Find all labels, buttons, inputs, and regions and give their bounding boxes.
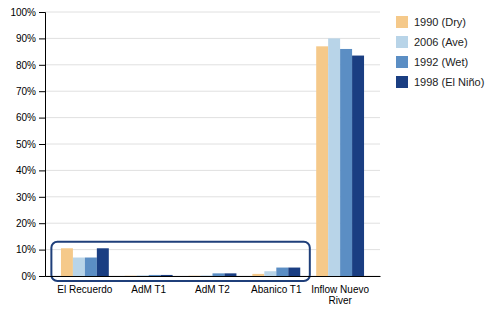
bar [73, 258, 85, 276]
axis-line [39, 13, 46, 277]
bar [316, 46, 328, 276]
legend-label: 2006 (Ave) [414, 36, 468, 48]
tick-mark [39, 12, 45, 13]
y-tick: 40% [16, 165, 45, 176]
bar [161, 275, 173, 276]
tick-mark [39, 170, 45, 171]
x-tick: El Recuerdo [57, 276, 112, 295]
x-tick: Abanico T1 [251, 276, 302, 295]
grid-line [45, 12, 380, 13]
y-tick: 10% [16, 244, 45, 255]
tick-label: 90% [16, 33, 36, 44]
tick-label: AdM T1 [131, 284, 166, 295]
tick-mark [39, 144, 45, 145]
legend-swatch [396, 16, 408, 28]
tick-label: AdM T2 [195, 284, 230, 295]
legend-swatch [396, 36, 408, 48]
bar [61, 248, 73, 276]
y-tick: 90% [16, 33, 45, 44]
y-tick: 100% [10, 7, 45, 18]
legend-label: 1990 (Dry) [414, 16, 466, 28]
tick-label: 100% [10, 7, 36, 18]
y-tick: 60% [16, 112, 45, 123]
bar [85, 258, 97, 276]
tick-label: 40% [16, 165, 36, 176]
tick-mark [39, 38, 45, 39]
x-axis: El Recuerdo AdM T1 AdM T2 Abanico T1 Inflow … [46, 276, 381, 306]
chart: 0% 10% 20% 30% 40% 50% 60% 70% 80% 90% 100% El Recu… [0, 0, 500, 316]
tick-mark [39, 91, 45, 92]
axis-line [46, 276, 381, 277]
bar [276, 268, 288, 276]
grid [45, 12, 380, 276]
legend-item: 1990 (Dry) [396, 16, 466, 28]
bar [264, 271, 276, 276]
y-axis: 0% 10% 20% 30% 40% 50% 60% 70% 80% 90% 100% [10, 7, 45, 282]
bar [224, 273, 236, 276]
bar-series [97, 56, 364, 276]
legend-swatch [396, 56, 408, 68]
bar [189, 275, 201, 276]
bar [137, 275, 149, 276]
highlight-box [51, 242, 309, 281]
bar [213, 273, 225, 276]
tick-label: 10% [16, 244, 36, 255]
tick-label: 70% [16, 86, 36, 97]
legend-swatch [396, 76, 408, 88]
legend: 1990 (Dry) 2006 (Ave) 1992 (Wet) 1998 (El N… [396, 16, 484, 88]
y-tick: 80% [16, 60, 45, 71]
bar [149, 275, 161, 276]
y-tick: 70% [16, 86, 45, 97]
legend-item: 2006 (Ave) [396, 36, 468, 48]
bar [97, 248, 109, 276]
x-tick: AdM T1 [131, 276, 166, 295]
tick-label: 60% [16, 112, 36, 123]
y-tick: 0% [22, 271, 45, 282]
bars [61, 38, 364, 276]
legend-label: 1992 (Wet) [414, 56, 468, 68]
tick-label: 50% [16, 139, 36, 150]
tick-mark [39, 118, 45, 119]
bar [125, 275, 137, 276]
tick-label: 0% [22, 271, 37, 282]
plot: 0% 10% 20% 30% 40% 50% 60% 70% 80% 90% 100% El Recu… [10, 7, 380, 306]
tick-mark [39, 250, 45, 251]
tick-label: 20% [16, 218, 36, 229]
y-tick: 50% [16, 139, 45, 150]
tick-label: 30% [16, 192, 36, 203]
tick-label: El Recuerdo [57, 284, 112, 295]
tick-mark [39, 65, 45, 66]
bar [252, 274, 264, 276]
y-tick: 20% [16, 218, 45, 229]
bar [328, 38, 340, 276]
bar [340, 49, 352, 276]
bar-series [73, 38, 340, 276]
legend-label: 1998 (El Niño) [414, 76, 484, 88]
tick-label: 80% [16, 60, 36, 71]
y-tick: 30% [16, 192, 45, 203]
bar [288, 268, 300, 276]
legend-item: 1998 (El Niño) [396, 76, 484, 88]
x-tick: AdM T2 [195, 276, 230, 295]
bar [352, 56, 364, 276]
legend-item: 1992 (Wet) [396, 56, 468, 68]
x-tick: Inflow NuevoRiver [311, 276, 369, 306]
tick-label: Abanico T1 [251, 284, 302, 295]
tick-label: Inflow NuevoRiver [311, 284, 369, 306]
tick-mark [39, 197, 45, 198]
tick-mark [39, 276, 45, 277]
bar [201, 275, 213, 276]
tick-mark [39, 223, 45, 224]
